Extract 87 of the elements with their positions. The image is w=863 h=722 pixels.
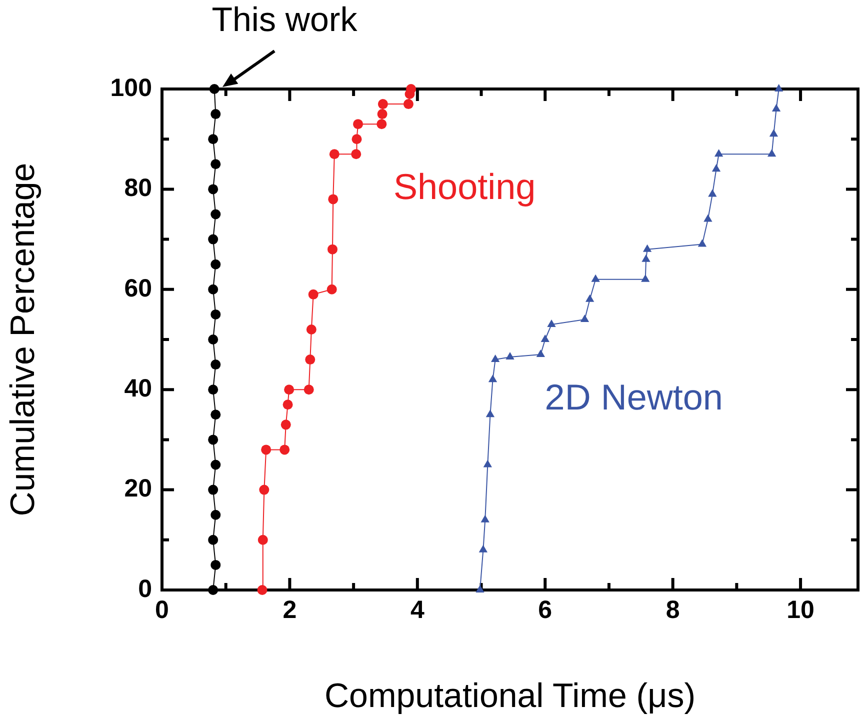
- point: [547, 319, 556, 327]
- point: [208, 384, 218, 395]
- point: [304, 384, 314, 395]
- point: [259, 484, 270, 495]
- y-tick-label: 80: [124, 174, 152, 202]
- x-tick-label: 4: [410, 596, 424, 624]
- point: [280, 444, 290, 455]
- point: [328, 194, 338, 204]
- point: [490, 354, 500, 362]
- point: [480, 514, 490, 522]
- series-label: 2D Newton: [544, 376, 723, 418]
- point: [714, 149, 724, 157]
- point: [642, 254, 650, 262]
- point: [282, 400, 293, 410]
- point: [208, 234, 218, 244]
- point: [591, 274, 600, 282]
- point: [506, 352, 514, 360]
- point: [306, 324, 316, 334]
- point: [208, 184, 218, 194]
- point: [210, 309, 221, 320]
- point: [280, 420, 291, 430]
- point: [708, 189, 717, 197]
- point: [208, 284, 218, 294]
- point: [378, 99, 388, 110]
- point: [327, 244, 338, 254]
- point: [208, 585, 218, 595]
- point: [712, 164, 721, 172]
- point: [210, 159, 221, 170]
- point: [208, 434, 218, 445]
- y-axis-title: Cumulative Percentage: [4, 162, 42, 516]
- point: [210, 209, 221, 220]
- point: [210, 360, 221, 370]
- point: [284, 384, 294, 395]
- y-tick-label: 100: [110, 74, 152, 102]
- point: [642, 244, 652, 252]
- x-tick-label: 8: [666, 596, 680, 624]
- point: [210, 410, 221, 420]
- point: [353, 119, 364, 130]
- y-tick-label: 60: [124, 274, 152, 302]
- x-tick-label: 2: [282, 596, 297, 624]
- point: [210, 560, 221, 570]
- point: [261, 444, 272, 455]
- point: [210, 510, 221, 520]
- point: [585, 294, 594, 302]
- point: [329, 149, 340, 160]
- point: [210, 460, 221, 470]
- x-tick-label: 6: [538, 596, 552, 624]
- point: [210, 109, 221, 120]
- point: [209, 84, 220, 94]
- series-label: Shooting: [394, 166, 536, 208]
- point: [486, 410, 495, 418]
- point: [208, 534, 218, 545]
- point: [406, 84, 416, 94]
- point: [580, 314, 590, 322]
- point: [376, 119, 387, 130]
- point: [536, 350, 545, 358]
- point: [767, 149, 776, 157]
- point: [377, 109, 388, 120]
- point: [774, 84, 784, 92]
- y-tick-label: 40: [124, 374, 152, 402]
- y-tick-label: 20: [124, 474, 152, 503]
- point: [351, 149, 362, 160]
- point: [483, 460, 492, 468]
- annotation: This work: [212, 1, 358, 39]
- point: [352, 134, 362, 144]
- y-tick-label: 0: [138, 574, 152, 603]
- point: [208, 484, 218, 495]
- point: [305, 354, 316, 365]
- point: [403, 99, 414, 110]
- point: [641, 274, 650, 282]
- point: [210, 259, 221, 270]
- point: [488, 374, 498, 382]
- point: [208, 134, 218, 144]
- point: [540, 334, 550, 342]
- point: [208, 334, 218, 344]
- point: [772, 104, 781, 112]
- x-tick-label: 10: [786, 596, 814, 624]
- point: [257, 585, 268, 595]
- point: [476, 585, 484, 592]
- point: [769, 129, 778, 137]
- point: [258, 534, 268, 545]
- x-axis-title: Computational Time (μs): [324, 676, 696, 715]
- point: [704, 214, 712, 222]
- point: [326, 284, 337, 294]
- point: [698, 239, 707, 247]
- point: [308, 289, 318, 300]
- point: [478, 544, 488, 552]
